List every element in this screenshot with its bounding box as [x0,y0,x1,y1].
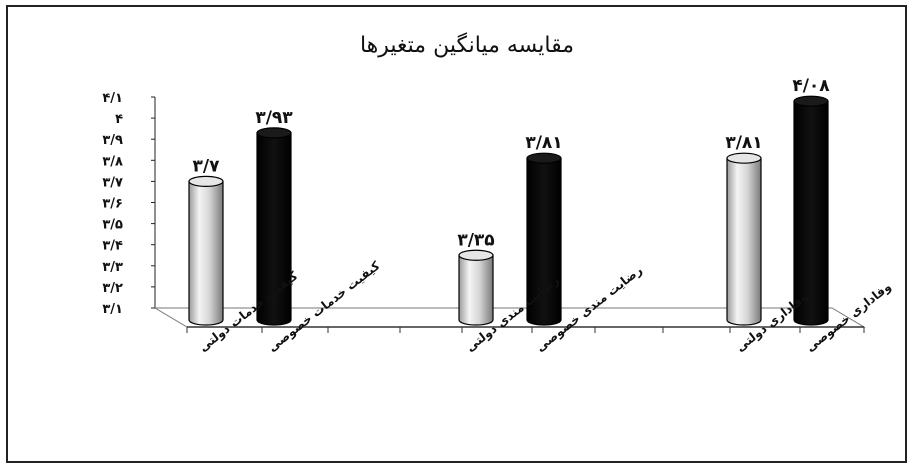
data-label: ۳/۹۳ [255,108,293,128]
data-label: ۳/۸۱ [725,133,762,153]
data-label: ۴/۰۸ [792,76,830,96]
y-tick-label: ۳/۲ [102,281,123,296]
data-label: ۳/۸۱ [525,133,562,153]
bar-body [526,157,562,326]
y-tick-label: ۴/۱ [102,91,123,106]
y-tick-labels: ۳/۱ ۳/۲ ۳/۳ ۳/۴ ۳/۵ ۳/۶ ۳/۷ ۳/۸ ۳/۹ ۴ ۴/۱ [102,91,155,317]
bars [188,95,829,326]
y-tick-label: ۳/۶ [102,197,123,212]
y-tick-label: ۳/۷ [102,175,123,190]
y-tick-label: ۴ [115,112,123,127]
axis-layer [153,97,866,333]
bar-top [526,152,562,164]
bar [256,127,292,326]
data-label: ۳/۳۵ [457,230,494,250]
bar [726,152,762,326]
y-tick-label: ۳/۱ [102,302,123,317]
bar [458,249,494,326]
bar-body [188,180,224,326]
bar-body [458,254,494,326]
bar-body [726,157,762,326]
y-tick-label: ۳/۸ [102,154,123,169]
bar-top [458,249,494,261]
bar [188,175,224,326]
bar-top [793,95,829,107]
bar [526,152,562,326]
bar-top [188,175,224,187]
chart-title: مقایسه میانگین متغیرها [360,32,574,58]
bar-body [793,100,829,326]
data-labels: ۳/۷ ۳/۹۳ ۳/۳۵ ۳/۸۱ ۳/۸۱ ۴/۰۸ [193,76,831,250]
y-tick-label: ۳/۳ [102,260,123,275]
bar-top [726,152,762,164]
y-tick-label: ۳/۵ [102,218,123,233]
bar [793,95,829,326]
y-tick-label: ۳/۹ [102,133,123,148]
y-tick-label: ۳/۴ [102,239,123,254]
bar-body [256,132,292,326]
bar-top [256,127,292,139]
data-label: ۳/۷ [193,156,221,176]
